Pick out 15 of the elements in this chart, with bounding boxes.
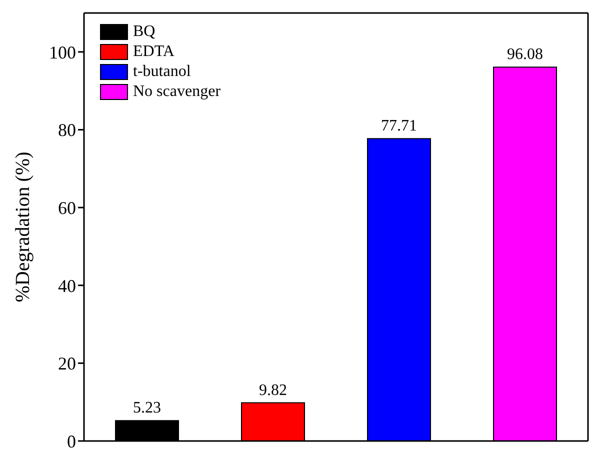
y-tick-label: 80 bbox=[58, 120, 76, 140]
y-tick-label: 100 bbox=[49, 42, 76, 62]
legend-label: EDTA bbox=[133, 42, 174, 62]
data-label: 5.23 bbox=[133, 400, 161, 417]
data-label: 9.82 bbox=[259, 382, 287, 399]
y-tick-label: 40 bbox=[58, 276, 76, 296]
y-tick-label: 60 bbox=[58, 198, 76, 218]
data-label: 96.08 bbox=[507, 46, 543, 64]
y-tick-label: 20 bbox=[58, 354, 76, 374]
legend-label: No scavenger bbox=[133, 82, 221, 102]
y-tick-label: 0 bbox=[67, 431, 76, 452]
legend-label: BQ bbox=[133, 22, 156, 42]
legend-label: t-butanol bbox=[133, 62, 191, 82]
y-axis-title: %Degradation (%) bbox=[12, 152, 34, 302]
data-label: 77.71 bbox=[381, 118, 417, 135]
